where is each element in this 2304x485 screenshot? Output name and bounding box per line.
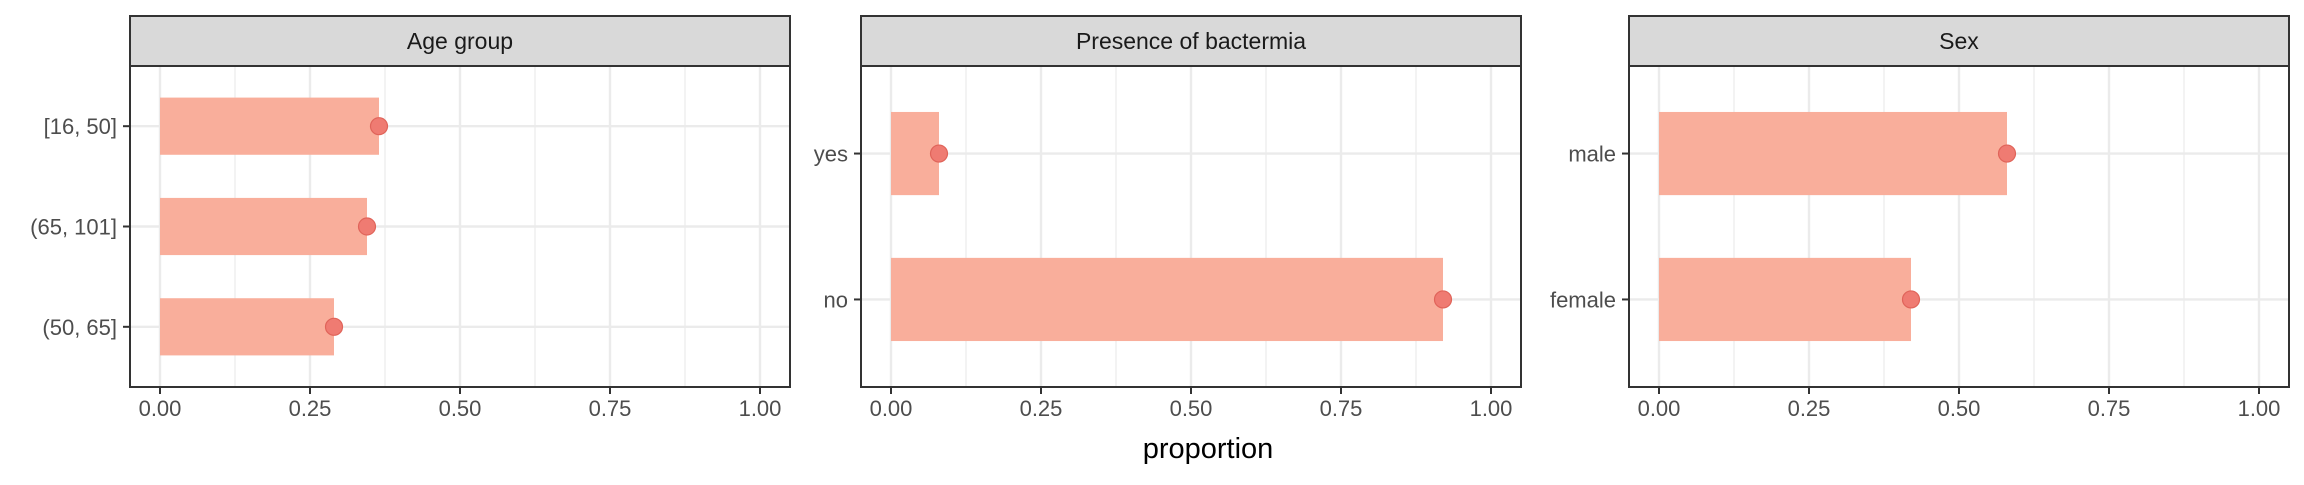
y-tick-label: (65, 101]	[30, 215, 117, 240]
x-tick-label: 0.75	[589, 396, 632, 421]
y-tick-label: female	[1550, 287, 1616, 312]
x-tick-label: 1.00	[1470, 396, 1513, 421]
point	[1901, 290, 1921, 309]
x-tick-label: 0.75	[1320, 396, 1363, 421]
bar	[1659, 257, 1911, 342]
x-tick-label: 0.25	[1788, 396, 1831, 421]
bar	[160, 298, 334, 356]
y-tick-label: no	[824, 287, 848, 312]
bar	[891, 257, 1443, 342]
x-tick-label: 0.00	[139, 396, 182, 421]
bar	[160, 197, 367, 256]
x-tick-label: 1.00	[739, 396, 782, 421]
panel-title: Age group	[407, 28, 513, 54]
y-tick-label: (50, 65]	[42, 315, 117, 340]
strip-background	[129, 15, 791, 67]
y-tick-label: yes	[814, 142, 848, 167]
panel-title: Sex	[1939, 28, 1979, 54]
x-tick-label: 0.25	[289, 396, 332, 421]
x-tick-label: 0.75	[2088, 396, 2131, 421]
y-tick-label: male	[1568, 142, 1616, 167]
panel-3: Sex male female 0.00 0.25 0.50 0.75 1.00	[1550, 15, 2290, 421]
point	[929, 144, 949, 163]
bar	[1659, 111, 2007, 196]
x-tick-label: 0.50	[439, 396, 482, 421]
x-tick-label: 0.00	[870, 396, 913, 421]
point	[324, 317, 344, 336]
panel-title: Presence of bactermia	[1076, 28, 1306, 54]
point	[1997, 144, 2017, 163]
x-tick-label: 0.25	[1020, 396, 1063, 421]
x-tick-label: 0.50	[1938, 396, 1981, 421]
x-axis-label: proportion	[1143, 433, 1274, 465]
panel-2: Presence of bactermia yes no 0.00 0.25 0.50 0.…	[814, 15, 1522, 421]
panel-1: Age group [16, 50] (65, 101] (50, 65] 0.00 0.…	[30, 15, 791, 421]
x-tick-label: 0.00	[1638, 396, 1681, 421]
bar	[160, 97, 379, 155]
point	[1433, 290, 1453, 309]
x-tick-label: 1.00	[2238, 396, 2281, 421]
strip-background	[860, 15, 1522, 67]
point	[357, 217, 377, 236]
strip-background	[1628, 15, 2290, 67]
point	[369, 117, 389, 136]
x-tick-label: 0.50	[1170, 396, 1213, 421]
y-tick-label: [16, 50]	[44, 114, 117, 139]
